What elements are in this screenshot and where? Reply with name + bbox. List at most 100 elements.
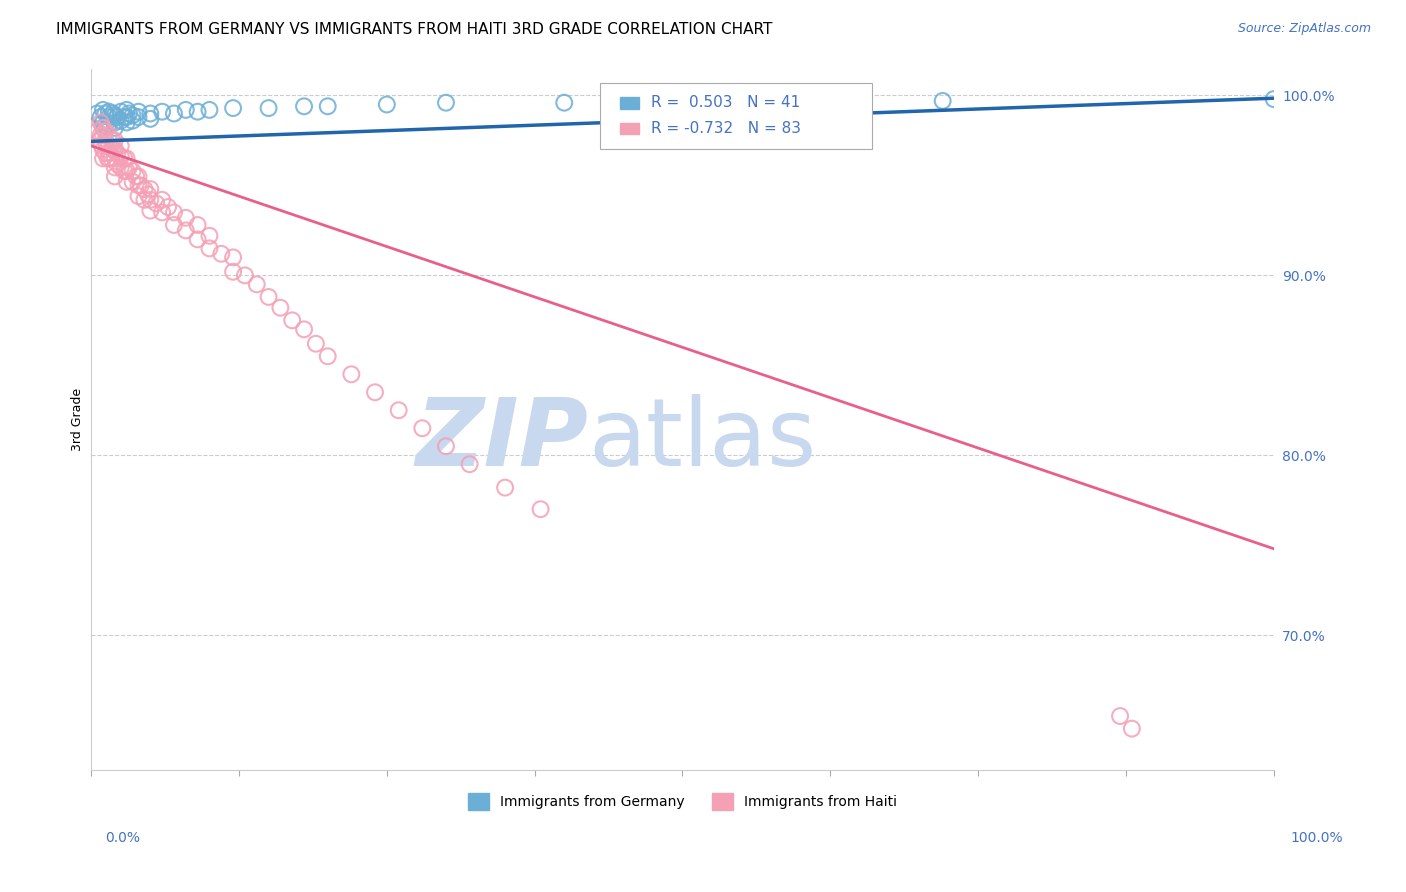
Point <box>104 169 127 184</box>
Point <box>101 143 124 157</box>
Point <box>115 152 138 166</box>
Point <box>127 189 149 203</box>
Point <box>1109 709 1132 723</box>
Point <box>434 439 457 453</box>
Point <box>90 139 112 153</box>
Point <box>139 112 162 126</box>
Point <box>134 182 156 196</box>
Point <box>222 251 245 265</box>
Point <box>91 152 114 166</box>
Point <box>1263 92 1285 106</box>
Point <box>529 502 551 516</box>
Point <box>269 301 291 315</box>
FancyBboxPatch shape <box>600 83 872 149</box>
Point <box>257 101 280 115</box>
Point <box>150 104 173 119</box>
Point <box>125 169 148 184</box>
Text: R = -0.732   N = 83: R = -0.732 N = 83 <box>651 120 800 136</box>
Text: ZIP: ZIP <box>415 394 588 486</box>
Point <box>139 193 162 207</box>
Text: 0.0%: 0.0% <box>105 831 141 846</box>
Point <box>115 110 138 124</box>
Point <box>115 115 138 129</box>
Point <box>104 143 127 157</box>
Point <box>150 193 173 207</box>
Point <box>222 101 245 115</box>
Point <box>104 115 127 129</box>
Point <box>139 106 162 120</box>
Point <box>91 115 114 129</box>
Point <box>115 103 138 117</box>
Point <box>198 103 221 117</box>
Point <box>97 152 120 166</box>
Point <box>98 146 121 161</box>
Point <box>134 193 156 207</box>
Point <box>246 277 269 292</box>
Point <box>281 313 304 327</box>
Point <box>110 150 132 164</box>
Point <box>136 187 159 202</box>
Point <box>97 128 120 142</box>
Point <box>174 223 197 237</box>
Bar <box>620 97 638 109</box>
Point <box>104 133 127 147</box>
Point <box>90 128 112 142</box>
Point <box>91 120 114 135</box>
Point <box>94 146 117 161</box>
Y-axis label: 3rd Grade: 3rd Grade <box>72 388 84 450</box>
Point <box>388 403 411 417</box>
Point <box>110 104 132 119</box>
Text: 100.0%: 100.0% <box>1291 831 1343 846</box>
Point <box>104 152 127 166</box>
Point <box>121 164 143 178</box>
Point <box>163 106 186 120</box>
Text: Source: ZipAtlas.com: Source: ZipAtlas.com <box>1237 22 1371 36</box>
Point <box>101 133 124 147</box>
Text: R =  0.503   N = 41: R = 0.503 N = 41 <box>651 95 800 111</box>
Point <box>931 94 953 108</box>
Point <box>292 99 315 113</box>
Point <box>157 200 180 214</box>
Point <box>100 152 122 166</box>
Point <box>364 385 387 400</box>
Point <box>375 97 398 112</box>
Point <box>91 103 114 117</box>
Point <box>127 169 149 184</box>
Point <box>112 152 135 166</box>
Point <box>105 110 128 124</box>
Point <box>104 108 127 122</box>
Point <box>411 421 433 435</box>
Point <box>115 175 138 189</box>
Point <box>104 120 127 135</box>
Point <box>127 110 149 124</box>
Point <box>163 205 186 219</box>
Point <box>434 95 457 110</box>
Point <box>105 157 128 171</box>
Point <box>94 124 117 138</box>
Point <box>89 133 111 147</box>
Point <box>174 211 197 225</box>
Point <box>316 99 339 113</box>
Point <box>104 161 127 175</box>
Point <box>96 139 118 153</box>
Point <box>86 124 108 138</box>
Point <box>187 232 209 246</box>
Point <box>97 117 120 131</box>
Point <box>150 205 173 219</box>
Text: IMMIGRANTS FROM GERMANY VS IMMIGRANTS FROM HAITI 3RD GRADE CORRELATION CHART: IMMIGRANTS FROM GERMANY VS IMMIGRANTS FR… <box>56 22 773 37</box>
Bar <box>620 122 638 134</box>
Point <box>97 139 120 153</box>
Point <box>90 115 112 129</box>
Point <box>129 178 152 193</box>
Point <box>121 113 143 128</box>
Point <box>340 368 363 382</box>
Point <box>97 152 120 166</box>
Point <box>118 106 141 120</box>
Point <box>101 106 124 120</box>
Point <box>198 228 221 243</box>
Point <box>115 164 138 178</box>
Point <box>257 290 280 304</box>
Point <box>86 106 108 120</box>
Point <box>145 196 167 211</box>
Point <box>121 175 143 189</box>
